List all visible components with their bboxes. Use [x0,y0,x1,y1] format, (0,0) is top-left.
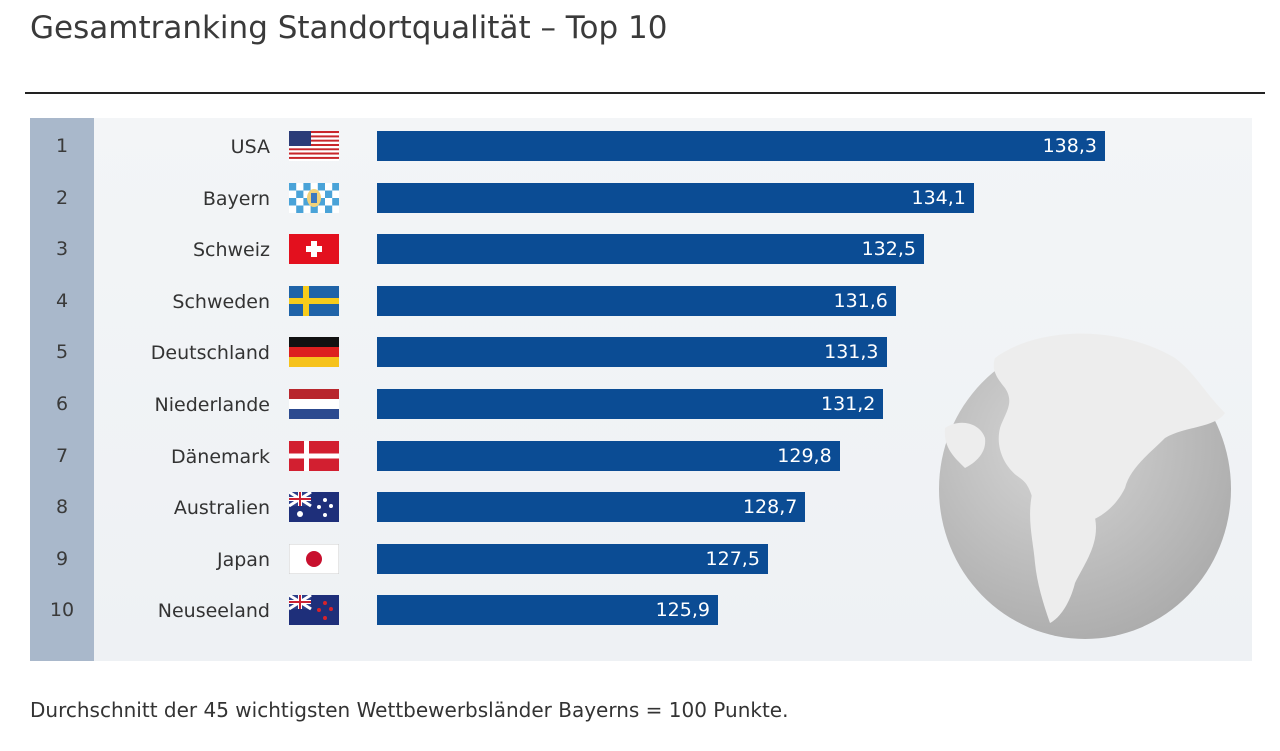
rank-number: 8 [55,496,69,519]
rank-column [30,118,94,661]
rank-number: 1 [55,135,69,157]
category-label: Deutschland [150,342,270,365]
category-label: Neuseeland [157,600,270,623]
rank-number: 9 [55,547,69,570]
bar [377,440,840,471]
rank-number: 5 [55,341,69,364]
australia-flag-icon [288,490,339,523]
bar [377,389,884,419]
japan-flag-icon [288,543,340,575]
new-zealand-flag-icon [288,594,339,626]
category-label: Schweiz [192,239,270,262]
title-divider [25,92,1265,94]
value-label: 129,8 [777,444,832,467]
value-label: 128,7 [742,496,798,519]
value-label: 138,3 [1042,135,1097,157]
rank-number: 4 [55,289,69,312]
bar [377,131,1105,161]
bar [377,337,887,368]
chart-title: Gesamtranking Standortqualität – Top 10 [30,10,668,46]
category-label: Schweden [172,290,270,313]
value-label: 131,2 [821,393,876,415]
category-label: USA [230,136,270,158]
value-label: 134,1 [911,186,966,209]
category-label: Australien [173,497,270,520]
rank-number: 3 [55,238,69,261]
value-label: 131,3 [824,341,879,364]
bar [377,492,806,523]
category-label: Niederlande [154,394,270,416]
value-label: 127,5 [705,547,760,570]
value-label: 125,9 [655,599,710,622]
category-label: Dänemark [171,445,270,468]
rank-number: 7 [55,444,69,467]
value-label: 131,6 [833,289,888,312]
footnote: Durchschnitt der 45 wichtigsten Wettbewe… [30,698,789,722]
netherlands-flag-icon [289,389,339,419]
bar [377,182,974,213]
value-label: 132,5 [861,238,916,261]
bar [377,234,924,265]
category-label: Bayern [202,187,270,210]
globe-icon [939,333,1231,639]
rank-number: 10 [49,599,75,622]
bar [377,595,718,626]
rank-number: 2 [55,186,69,209]
bar [377,285,896,316]
germany-flag-icon [289,337,339,368]
bar [377,543,768,574]
bavaria-flag-icon [289,182,340,213]
rank-number: 6 [55,393,69,415]
sweden-flag-icon [289,285,339,316]
denmark-flag-icon [289,440,339,471]
us-flag-icon [289,131,339,162]
switzerland-flag-icon [289,234,339,265]
category-label: Japan [217,548,270,571]
